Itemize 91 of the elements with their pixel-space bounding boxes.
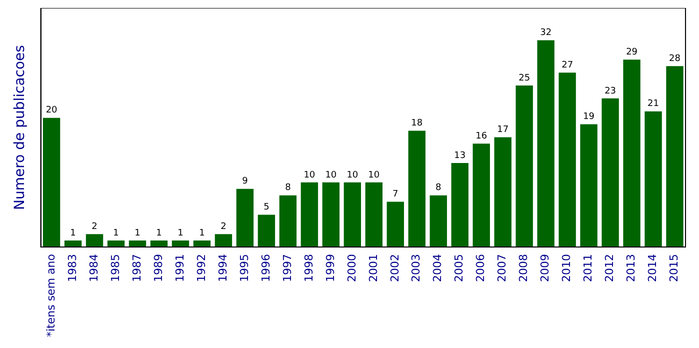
bar: [193, 240, 211, 248]
bar: [644, 111, 662, 248]
x-tick-label: 2013: [624, 254, 638, 282]
data-label: 10: [346, 170, 358, 180]
data-label: 9: [242, 176, 248, 187]
bar: [300, 182, 318, 248]
bar: [172, 240, 190, 248]
data-label: 1: [199, 228, 205, 238]
data-label: 25: [518, 73, 530, 84]
data-label: 29: [626, 48, 638, 58]
data-label: 1: [156, 228, 162, 238]
data-label: 2: [92, 222, 98, 232]
data-label: 16: [476, 132, 488, 142]
x-tick-label: 1994: [216, 254, 230, 282]
bar: [279, 195, 297, 248]
data-label: 10: [304, 170, 316, 180]
bar: [580, 124, 598, 248]
bar: [537, 40, 554, 248]
data-label: 8: [436, 183, 442, 194]
x-tick-label: 1995: [238, 254, 251, 282]
x-tick-label: 2003: [410, 254, 423, 282]
bar: [623, 60, 640, 248]
data-label: 8: [285, 183, 292, 194]
bar: [322, 182, 340, 248]
x-tick-label: 1992: [194, 254, 208, 282]
bar: [365, 182, 382, 248]
bar: [602, 98, 619, 248]
bar: [516, 86, 533, 248]
x-tick-label: 1998: [302, 254, 316, 282]
data-label: 28: [669, 54, 681, 64]
bar: [42, 118, 60, 248]
x-tick-label: 1996: [259, 254, 272, 282]
x-tick-label: 2005: [452, 254, 466, 282]
bar: [472, 144, 490, 248]
x-tick-label: 2007: [496, 254, 509, 282]
data-label: 1: [113, 228, 119, 238]
x-tick-label: 1997: [280, 254, 294, 282]
bar: [214, 234, 232, 248]
x-tick-label: 2001: [366, 254, 380, 282]
x-tick-label: 2002: [388, 254, 402, 282]
data-label: 10: [368, 170, 380, 180]
data-label: 18: [411, 118, 423, 129]
x-tick-label: 1985: [108, 254, 122, 282]
data-label: 19: [583, 112, 595, 122]
bar: [236, 188, 254, 248]
y-axis-title: Numero de publicacoes: [12, 45, 28, 210]
x-tick-label: 2015: [668, 254, 681, 282]
bar: [451, 163, 468, 248]
data-label: 13: [454, 150, 466, 161]
x-tick-label: 1983: [66, 254, 79, 282]
data-label: 1: [134, 228, 140, 238]
bar: [64, 240, 82, 248]
data-label: 27: [562, 60, 574, 70]
data-label: 1: [178, 228, 184, 238]
x-tick-label: 1999: [324, 254, 337, 282]
bar: [344, 182, 362, 248]
data-label: 7: [392, 190, 398, 200]
bar: [258, 214, 276, 248]
bar: [408, 130, 426, 248]
bar: [558, 72, 576, 248]
x-tick-label: 2008: [517, 254, 530, 282]
bar: [386, 202, 404, 248]
bar: [430, 195, 447, 248]
bar: [107, 240, 125, 248]
x-tick-label: 1984: [87, 254, 100, 282]
bar: [666, 66, 684, 248]
x-tick-label: 1989: [152, 254, 165, 282]
data-label: 20: [46, 106, 58, 116]
x-tick-label: 2011: [582, 254, 595, 282]
bar: [86, 234, 104, 248]
x-tick-label: *itens sem ano: [44, 254, 58, 338]
x-tick-label: 1987: [130, 254, 144, 282]
data-label: 5: [264, 202, 270, 213]
x-tick-label: 2006: [474, 254, 488, 282]
data-label: 21: [648, 99, 660, 110]
data-label: 10: [325, 170, 337, 180]
x-tick-label: 2014: [646, 254, 660, 282]
x-tick-label: 2004: [431, 254, 444, 282]
x-tick-label: 2012: [603, 254, 616, 282]
bar: [494, 137, 512, 248]
data-label: 17: [497, 125, 509, 136]
data-label: 23: [604, 86, 616, 96]
bar: [150, 240, 168, 248]
x-tick-label: 2000: [345, 254, 358, 282]
x-tick-label: 2010: [560, 254, 574, 282]
data-label: 32: [540, 28, 552, 38]
data-label: 1: [70, 228, 76, 238]
bar: [128, 240, 146, 248]
data-label: 2: [220, 222, 226, 232]
x-tick-label: 1991: [173, 254, 186, 282]
x-tick-label: 2009: [538, 254, 552, 282]
